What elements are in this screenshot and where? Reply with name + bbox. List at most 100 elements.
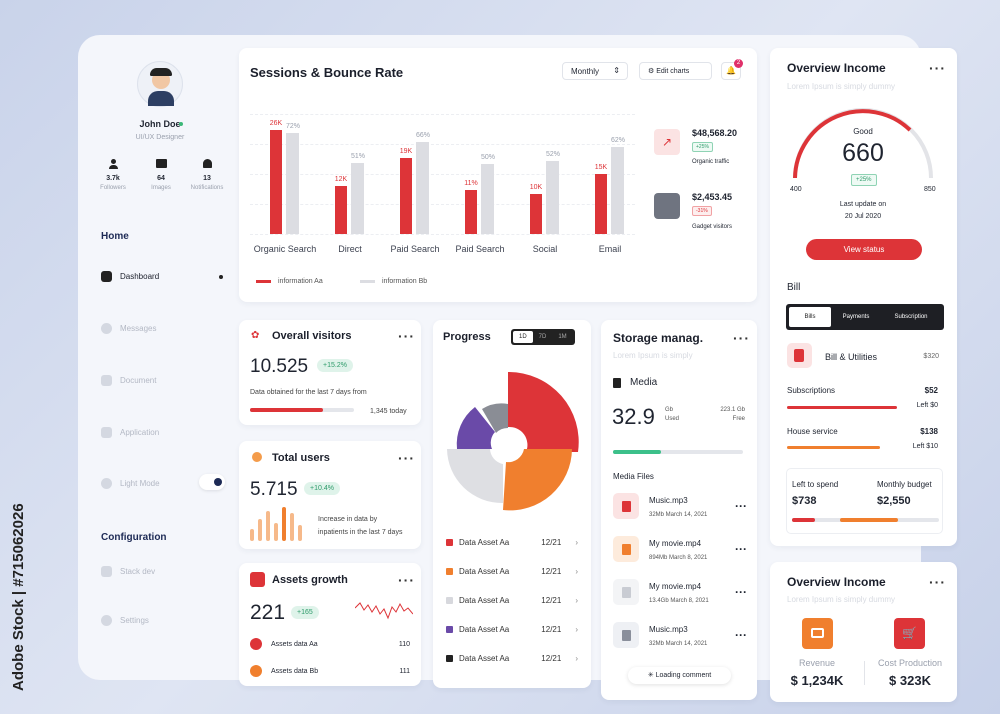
bar-series-bb[interactable]	[351, 162, 364, 234]
progress-range-tabs: 1D 7D 1M	[511, 329, 575, 345]
light-mode-toggle[interactable]	[199, 474, 225, 490]
stat-followers[interactable]: 3.7k Followers	[93, 159, 133, 191]
income2-more-button[interactable]: ···	[929, 574, 946, 590]
spend-label: Left to spend	[792, 480, 839, 489]
progress-donut-chart	[447, 372, 579, 511]
progress-list-item[interactable]: Data Asset Aa 12/21 ›	[446, 567, 578, 576]
budget-bar	[792, 518, 939, 522]
nav-item-document[interactable]: Document	[101, 375, 156, 386]
avatar[interactable]	[137, 61, 183, 107]
tab-1m[interactable]: 1M	[558, 334, 567, 340]
bar-series-bb[interactable]	[546, 161, 559, 234]
users-more-button[interactable]: ···	[398, 450, 415, 466]
users-mini-bar	[250, 529, 254, 541]
assets-icon	[250, 572, 265, 587]
assets-row[interactable]: Assets data Aa 110	[250, 638, 410, 652]
bar-series-bb[interactable]	[611, 147, 624, 234]
assets-row-icon	[250, 638, 262, 650]
users-mini-bar	[298, 525, 302, 541]
stat-images[interactable]: 64 Images	[141, 159, 181, 191]
progress-list-item[interactable]: Data Asset Aa 12/21 ›	[446, 538, 578, 547]
bar-series-aa[interactable]	[595, 174, 607, 234]
media-file-item[interactable]: My movie.mp4 894Mb March 8, 2021 ···	[613, 536, 747, 564]
sessions-bar-chart: 26K 72% Organic Search 12K 51% Direct 19K 66% Pa…	[250, 100, 640, 260]
bell-icon	[202, 159, 212, 168]
income-more-button[interactable]: ···	[929, 60, 946, 76]
nav-item-stack-dev[interactable]: Stack dev	[101, 566, 155, 577]
profile-role: UI/UX Designer	[135, 134, 185, 141]
media-file-item[interactable]: Music.mp3 32Mb March 14, 2021 ···	[613, 622, 747, 650]
media-file-name: Music.mp3	[649, 496, 688, 505]
chevron-right-icon: ›	[575, 596, 578, 605]
bar-series-aa[interactable]	[400, 158, 412, 234]
legend-item-bb: information Bb	[360, 278, 427, 285]
image-icon	[155, 159, 167, 168]
progress-list-item[interactable]: Data Asset Aa 12/21 ›	[446, 625, 578, 634]
media-file-item[interactable]: My movie.mp4 13.4Gb March 8, 2021 ···	[613, 579, 747, 607]
progress-list-item[interactable]: Data Asset Aa 12/21 ›	[446, 596, 578, 605]
loading-comment-button[interactable]: ✳ Loading comment	[628, 667, 731, 684]
bar-series-aa[interactable]	[530, 194, 542, 234]
chevron-updown-icon: ⇕	[613, 66, 620, 75]
bar-series-aa[interactable]	[465, 190, 477, 234]
assets-row[interactable]: Assets data Bb 111	[250, 665, 410, 679]
progress-item-date: 12/21	[541, 625, 562, 634]
bar-series-aa[interactable]	[335, 186, 347, 234]
nav-item-messages[interactable]: Messages	[101, 323, 156, 334]
budget-value: $2,550	[877, 495, 911, 507]
media-more-button[interactable]: ···	[735, 628, 747, 642]
media-files-heading: Media Files	[613, 472, 654, 481]
users-mini-bars	[250, 503, 310, 541]
nav-item-application[interactable]: Application	[101, 427, 159, 438]
house-service-bar	[787, 446, 880, 449]
assets-more-button[interactable]: ···	[398, 572, 415, 588]
media-more-button[interactable]: ···	[735, 542, 747, 556]
tab-7d[interactable]: 7D	[538, 334, 547, 340]
subscriptions-label: Subscriptions	[787, 386, 836, 395]
assets-title: Assets growth	[272, 574, 348, 586]
media-more-button[interactable]: ···	[735, 585, 747, 599]
users-mini-bar	[258, 519, 262, 541]
bar-label-aa: 26K	[269, 120, 283, 127]
tab-1d[interactable]: 1D	[513, 331, 533, 343]
media-file-meta: 894Mb March 8, 2021	[649, 555, 708, 561]
revenue-label: Revenue	[798, 658, 836, 668]
file-icon	[613, 536, 639, 562]
category-label: Organic Search	[253, 244, 317, 254]
bill-tabs: Bills Payments Subscription	[786, 304, 944, 330]
view-status-button[interactable]: View status	[806, 239, 922, 260]
bar-series-bb[interactable]	[481, 164, 494, 234]
nav-item-settings[interactable]: Settings	[101, 615, 149, 626]
visitors-card	[239, 320, 421, 425]
progress-item-date: 12/21	[541, 596, 562, 605]
tab-bills[interactable]: Bills	[789, 307, 831, 327]
bar-label-aa: 11%	[464, 180, 478, 187]
tab-subscription[interactable]: Subscription	[894, 314, 928, 320]
gridline	[250, 114, 635, 115]
gridline	[250, 144, 635, 145]
bar-series-bb[interactable]	[416, 141, 429, 234]
edit-charts-button[interactable]: ⚙ Edit charts	[639, 62, 712, 80]
users-badge: +10.4%	[304, 482, 340, 495]
notification-button[interactable]: 🔔 2	[721, 59, 743, 80]
storage-more-button[interactable]: ···	[733, 330, 750, 346]
bar-series-aa[interactable]	[270, 130, 282, 234]
progress-item-label: Data Asset Aa	[459, 625, 510, 634]
bar-series-bb[interactable]	[286, 133, 299, 234]
nav-item-dashboard[interactable]: Dashboard	[101, 271, 159, 282]
watermark-text: Adobe Stock | #715062026	[10, 503, 27, 691]
progress-list-item[interactable]: Data Asset Aa 12/21 ›	[446, 654, 578, 663]
wallet-icon	[802, 618, 833, 649]
tab-payments[interactable]: Payments	[842, 314, 870, 320]
budget-panel	[786, 468, 943, 534]
media-file-name: My movie.mp4	[649, 539, 702, 548]
period-select[interactable]: Monthly ⇕	[562, 62, 628, 80]
organic-traffic-label: Organic traffic	[692, 159, 730, 165]
media-more-button[interactable]: ···	[735, 499, 747, 513]
stat-notifications[interactable]: 13 Notifications	[187, 159, 227, 191]
document-icon	[101, 375, 112, 386]
visitors-more-button[interactable]: ···	[398, 328, 415, 344]
gauge-min: 400	[790, 186, 802, 193]
color-swatch	[446, 626, 453, 633]
media-file-item[interactable]: Music.mp3 32Mb March 14, 2021 ···	[613, 493, 747, 521]
